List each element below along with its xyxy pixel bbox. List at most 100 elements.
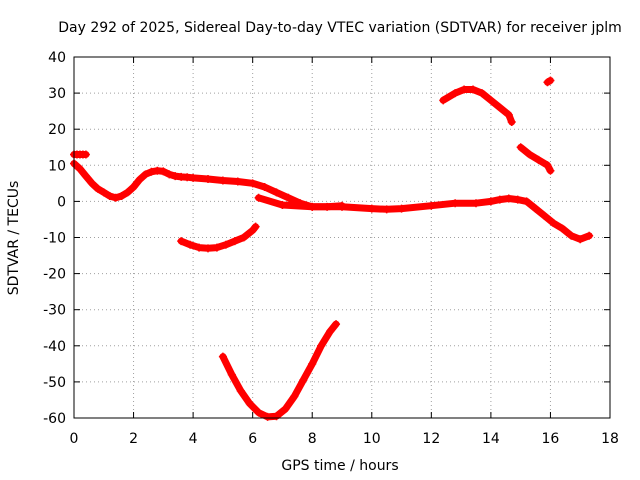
series-trace [70,160,346,211]
y-tick-label: 30 [48,86,66,102]
y-tick-label: -40 [43,339,66,355]
data-point [469,85,478,94]
data-point [472,199,480,208]
data-point [299,376,308,385]
data-point [367,204,376,213]
data-point [332,320,341,329]
data-point [460,85,469,94]
data-point [81,150,90,159]
data-point [567,231,576,240]
x-tick-label: 16 [542,431,560,447]
data-point [525,150,534,159]
data-point [284,193,293,202]
series-arc-8 [543,76,555,87]
series-arc-7 [516,143,555,175]
data-point [534,155,543,164]
x-tick-label: 6 [248,431,257,447]
data-point [397,204,406,213]
data-point [99,188,108,197]
data-point [263,412,272,421]
data-point [427,201,436,210]
data-point [239,233,248,242]
data-series [70,76,594,421]
grid-lines [74,57,610,418]
data-point [486,96,495,105]
y-tick-label: 0 [57,194,66,210]
data-point [218,352,227,361]
series-trace [219,320,340,421]
data-point [218,176,227,185]
data-point [549,219,558,228]
data-point [221,240,230,249]
x-axis-ticks: 0 2 4 6 8 10 12 14 16 18 [70,57,619,447]
x-axis-label: GPS time / hours [281,458,398,474]
data-point [204,175,212,184]
data-point [177,237,186,246]
data-point [159,167,168,176]
data-point [189,173,198,182]
y-tick-label: 20 [48,122,66,138]
data-point [251,222,260,231]
data-point [558,224,567,233]
y-tick-label: -50 [43,375,66,391]
series-trace [517,143,554,175]
data-point [522,197,531,206]
data-point [451,199,460,208]
series-arc-4 [177,222,260,253]
data-point [272,188,281,197]
data-point [105,191,114,200]
y-axis-label: SDTVAR / TECUs [6,181,22,296]
data-point [75,164,84,173]
data-point [135,175,144,184]
data-point [141,170,150,179]
data-point [93,184,102,193]
data-point [236,386,245,395]
data-point [513,195,522,204]
data-point [129,182,138,191]
series-arc-5 [218,320,341,421]
x-tick-label: 14 [482,431,500,447]
y-tick-label: 40 [48,50,66,66]
data-point [451,89,460,98]
x-tick-label: 0 [70,431,79,447]
series-trace [439,86,516,126]
data-point [308,202,317,211]
series-arc-6 [439,85,516,126]
data-point [290,392,299,401]
data-point [382,205,391,214]
data-point [504,110,513,119]
y-tick-label: 10 [48,158,66,174]
data-point [546,76,555,85]
data-point [254,193,263,202]
data-point [543,161,552,170]
y-tick-label: -10 [43,231,66,247]
data-point [87,179,96,188]
data-point [495,103,504,112]
x-tick-label: 12 [422,431,440,447]
x-tick-label: 10 [363,431,381,447]
data-point [495,195,504,204]
data-point [531,204,540,213]
data-point [212,243,221,252]
data-point [516,143,525,152]
data-point [254,408,263,417]
data-point [81,172,90,181]
data-point [439,96,448,105]
y-tick-label: -60 [43,411,66,427]
data-point [278,201,287,210]
data-point [317,341,326,350]
data-point [230,237,239,246]
data-point [576,235,585,244]
series-trace [177,223,260,252]
data-point [507,117,516,126]
data-point [585,231,594,240]
data-point [233,177,242,186]
plot-frame [73,56,611,419]
data-point [204,244,212,253]
data-point [111,193,120,202]
data-point [540,211,549,220]
data-point [245,399,254,408]
data-point [117,191,126,200]
series-trace [255,194,593,243]
y-tick-label: -30 [43,303,66,319]
